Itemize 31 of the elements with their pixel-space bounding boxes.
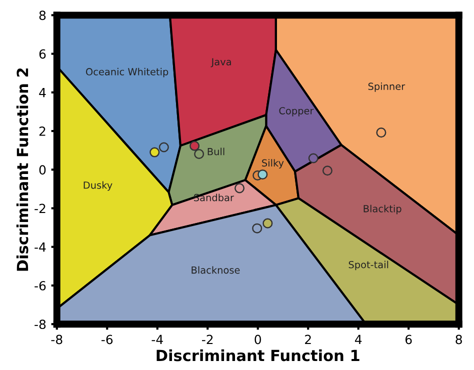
y-axis-title: Discriminant Function 2: [16, 68, 28, 271]
y-tick-label: -8: [34, 320, 46, 330]
x-tick-label: -8: [51, 334, 62, 344]
y-tick-label: 4: [39, 88, 46, 98]
x-tick-label: 4: [354, 334, 362, 344]
x-axis-title: Discriminant Function 1: [156, 349, 360, 362]
x-tick-label: 8: [456, 334, 462, 344]
series-label: Sandbar: [194, 194, 234, 202]
y-tick-label: 8: [39, 10, 46, 20]
y-tick-label: 2: [39, 126, 46, 136]
x-tick-label: 2: [305, 334, 311, 344]
x-tick-label: -6: [102, 334, 113, 344]
series-label: Dusky: [84, 181, 112, 191]
series-label: Blacknose: [192, 266, 240, 274]
x-tick-label: 6: [405, 334, 412, 344]
x-tick-label: 0: [254, 334, 262, 344]
y-tick-label: 6: [39, 49, 46, 59]
series-label: Java: [210, 58, 231, 68]
series-label: Blacktip: [364, 204, 402, 214]
y-tick-label: -4: [34, 242, 46, 252]
series-label: Spot-tail: [348, 260, 388, 270]
y-tick-label: 0: [39, 165, 46, 175]
x-tick-label: -2: [202, 334, 213, 344]
y-tick-label: -6: [34, 280, 46, 290]
x-tick-label: -4: [152, 334, 163, 344]
series-label: Bull: [208, 148, 224, 156]
y-tick-label: -2: [34, 204, 46, 214]
series-label: Copper: [279, 107, 314, 116]
series-label: Spinner: [368, 82, 406, 92]
series-label: Silky: [262, 159, 284, 168]
series-label: Oceanic Whitetip: [86, 68, 168, 78]
